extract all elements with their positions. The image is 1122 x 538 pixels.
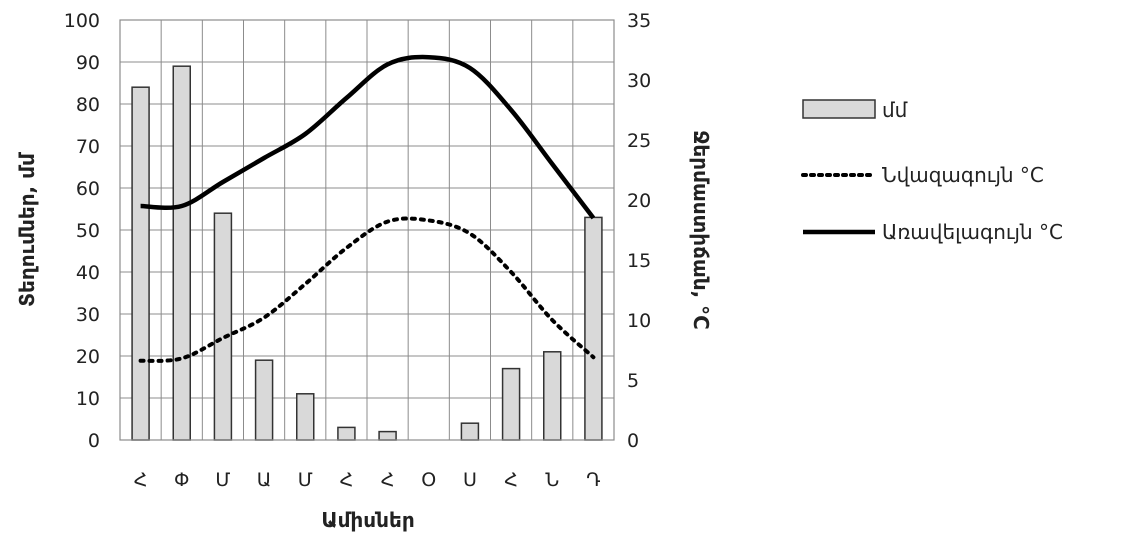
plot-border	[119, 19, 615, 441]
plot-frame	[119, 19, 615, 441]
x-tick-label: Հ	[504, 469, 518, 491]
right-axis-ticks: 0 5 10 15 20 25 30 35	[627, 10, 651, 452]
y2-tick-label: 30	[627, 70, 651, 92]
x-tick-label: Ս	[463, 469, 477, 491]
y2-tick-label: 10	[627, 310, 651, 332]
y2-tick-label: 35	[627, 10, 651, 32]
y-tick-label: 90	[76, 52, 100, 74]
x-tick-label: Օ	[421, 469, 436, 491]
grid-lines	[119, 19, 615, 441]
x-tick-label: Մ	[298, 469, 313, 491]
y2-tick-label: 5	[627, 370, 639, 392]
y2-tick-label: 20	[627, 190, 651, 212]
y2-tick-label: 15	[627, 250, 651, 272]
y-axis-title: Տեղումներ, մմ	[15, 152, 39, 307]
bar-2	[213, 212, 233, 441]
x-axis-title: Ամիսներ	[321, 508, 414, 532]
y-tick-label: 100	[64, 10, 100, 32]
y-tick-label: 30	[76, 304, 100, 326]
bar-10	[543, 351, 562, 441]
bar-8	[460, 422, 480, 441]
x-tick-label: Փ	[174, 469, 189, 491]
bar-11	[584, 216, 603, 441]
left-axis-ticks: 0 10 20 30 40 50 60 70 80 90 100	[64, 10, 100, 452]
y-tick-label: 0	[88, 430, 100, 452]
legend-label-min: Նվազագույն °C	[882, 163, 1044, 187]
y-tick-label: 40	[76, 262, 100, 284]
x-tick-label: Հ	[134, 469, 148, 491]
bar-0	[131, 86, 150, 441]
y-tick-label: 80	[76, 94, 100, 116]
y-tick-label: 70	[76, 136, 100, 158]
x-tick-label: Ա	[257, 469, 272, 491]
y-tick-label: 10	[76, 388, 100, 410]
legend-swatch-bar	[802, 99, 876, 119]
y2-axis-title: Ջերմաստիճան, °C	[689, 130, 713, 330]
x-tick-label: Ն	[545, 469, 559, 491]
bar-1	[172, 65, 191, 441]
y-tick-label: 20	[76, 346, 100, 368]
y-tick-label: 50	[76, 220, 100, 242]
bar-6	[378, 430, 397, 441]
y-tick-label: 60	[76, 178, 100, 200]
legend-label-precip: մմ	[882, 98, 908, 122]
y2-tick-label: 25	[627, 130, 651, 152]
min-temp-line	[138, 216, 596, 363]
y2-tick-label: 0	[627, 430, 639, 452]
legend: մմ Նվազագույն °C Առավելագույն °C	[801, 98, 1063, 244]
max-temp-line	[140, 54, 596, 220]
x-tick-label: Մ	[215, 469, 230, 491]
bar-5	[337, 426, 356, 441]
x-tick-label: Դ	[586, 469, 600, 491]
bar-9	[501, 367, 521, 441]
x-tick-label: Հ	[340, 469, 354, 491]
temperature-lines	[138, 54, 596, 363]
bar-3	[254, 359, 274, 441]
precipitation-bars	[131, 65, 603, 441]
x-tick-label: Հ	[381, 469, 395, 491]
legend-label-max: Առավելագույն °C	[882, 220, 1063, 244]
bar-4	[296, 393, 315, 441]
